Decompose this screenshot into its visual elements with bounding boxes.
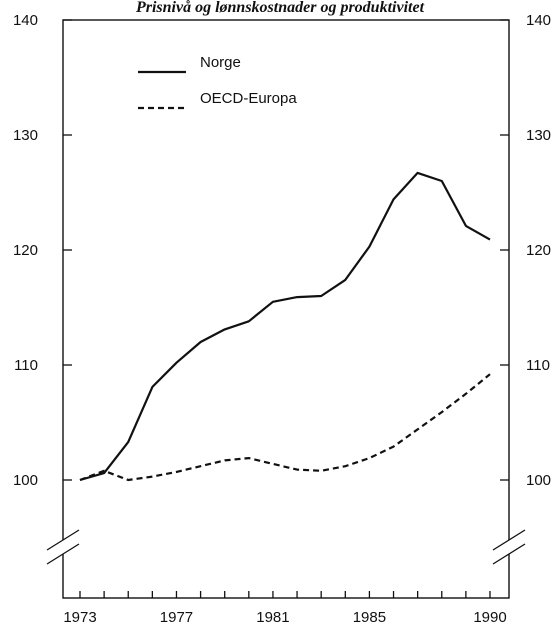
x-axis-ticks: 1973 1977 1981 1985 1990 — [63, 591, 507, 626]
x-tick-label: 1990 — [473, 609, 506, 626]
y-tick-label-right: 110 — [526, 357, 550, 374]
x-tick-label: 1977 — [160, 609, 193, 626]
y-tick-label-right: 130 — [526, 127, 551, 144]
axis-break-mark — [46, 543, 80, 565]
y-tick-label-left: 100 — [13, 472, 38, 489]
y-axis-ticks: 100 100 110 110 120 120 130 130 140 140 — [13, 12, 551, 489]
y-tick-label-right: 140 — [526, 12, 551, 29]
x-tick-label: 1985 — [353, 609, 386, 626]
legend: Norge OECD-Europa — [138, 54, 297, 110]
chart-title: Prisnivå og lønnskostnader og produktivi… — [135, 0, 425, 16]
y-tick-label-left: 110 — [14, 357, 38, 374]
x-tick-label: 1981 — [256, 609, 289, 626]
series-line-oecd-europa — [79, 373, 491, 482]
series-line-norge — [79, 171, 491, 482]
series-lines — [79, 171, 491, 482]
axis-break-gap — [60, 540, 66, 554]
data-points — [79, 172, 491, 481]
legend-label: OECD-Europa — [200, 90, 297, 107]
axis-break-mark — [492, 529, 526, 551]
axis-breaks — [46, 529, 526, 565]
axis-break-gap — [506, 540, 512, 554]
y-tick-label-left: 140 — [13, 12, 38, 29]
plot-frame — [62, 19, 510, 599]
y-tick-label-right: 120 — [526, 242, 551, 259]
y-tick-label-left: 120 — [13, 242, 38, 259]
legend-label: Norge — [200, 54, 241, 71]
axis-break-mark — [492, 543, 526, 565]
axis-break-mark — [46, 529, 80, 551]
x-tick-label: 1973 — [63, 609, 96, 626]
y-tick-label-left: 130 — [13, 127, 38, 144]
y-tick-label-right: 100 — [526, 472, 551, 489]
